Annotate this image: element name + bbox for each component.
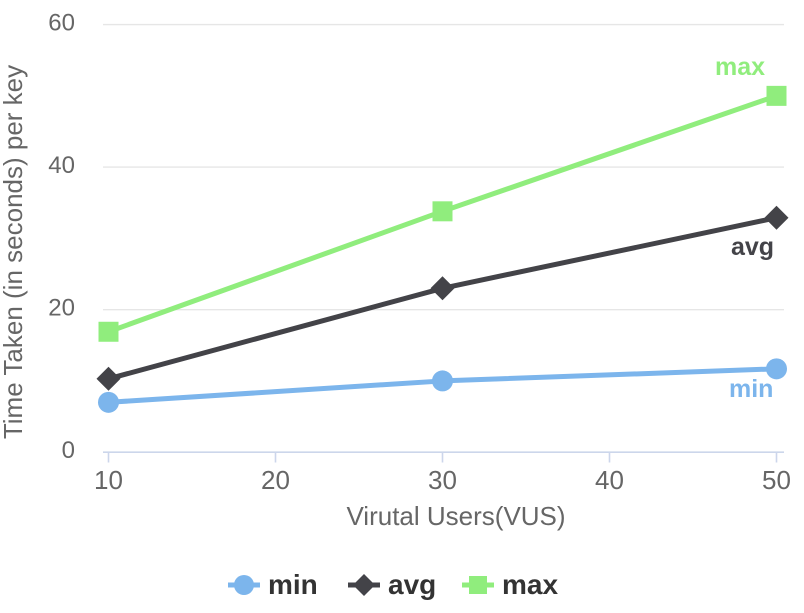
y-tick-label-60: 60	[48, 10, 75, 37]
x-tick-label-10: 10	[94, 465, 123, 495]
series-marker-square-max[interactable]	[766, 85, 787, 106]
series-marker-diamond-avg[interactable]	[764, 205, 789, 230]
x-tick-label-50: 50	[762, 465, 791, 495]
legend-item-avg[interactable]: avg	[348, 569, 436, 600]
x-axis-title: Virutal Users(VUS)	[346, 501, 565, 531]
y-axis-labels: 0 20 40 60	[48, 10, 75, 465]
y-tick-label-40: 40	[48, 152, 75, 179]
legend-label-min: min	[268, 569, 318, 600]
legend-item-min[interactable]: min	[228, 569, 318, 600]
legend-marker-diamond-avg	[353, 574, 375, 596]
series-layer	[96, 85, 789, 413]
series-marker-diamond-avg[interactable]	[96, 366, 121, 391]
x-tick-label-20: 20	[261, 465, 290, 495]
series-marker-circle-min[interactable]	[98, 391, 119, 413]
series-marker-circle-min[interactable]	[766, 358, 787, 380]
legend-marker-square-max	[469, 576, 487, 594]
series-end-labels: max avg min	[715, 53, 774, 403]
legend-label-avg: avg	[388, 569, 436, 600]
series-marker-square-max[interactable]	[432, 201, 453, 222]
y-tick-label-0: 0	[62, 437, 75, 464]
gridlines	[103, 23, 784, 311]
x-axis-ticks	[107, 452, 778, 463]
series-label-max: max	[715, 53, 765, 81]
legend-marker-circle-min	[234, 575, 254, 595]
y-axis-title: Time Taken (in seconds) per key	[0, 65, 28, 439]
legend: min avg max	[228, 569, 558, 600]
series-marker-square-max[interactable]	[98, 321, 119, 342]
legend-label-max: max	[502, 569, 558, 600]
x-axis-labels: 10 20 30 40 50	[94, 465, 791, 495]
x-tick-label-40: 40	[595, 465, 624, 495]
x-tick-label-30: 30	[428, 465, 457, 495]
series-marker-circle-min[interactable]	[432, 370, 453, 392]
series-label-min: min	[729, 375, 773, 403]
y-tick-label-20: 20	[48, 295, 75, 322]
legend-item-max[interactable]: max	[462, 569, 558, 600]
series-label-avg: avg	[731, 233, 774, 261]
series-marker-diamond-avg[interactable]	[430, 276, 455, 301]
